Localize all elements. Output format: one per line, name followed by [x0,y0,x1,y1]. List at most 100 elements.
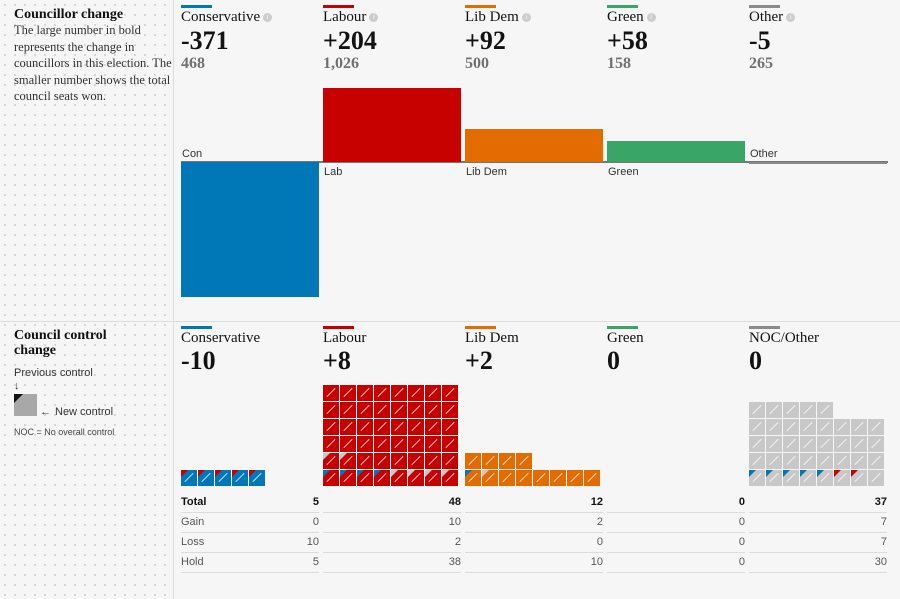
council-cell[interactable] [851,419,867,435]
council-cell[interactable] [408,419,424,435]
council-cell[interactable] [465,470,481,486]
council-cell[interactable] [340,419,356,435]
council-cell[interactable] [817,470,833,486]
council-cell[interactable] [198,470,214,486]
council-cell[interactable] [533,470,549,486]
council-cell[interactable] [357,385,373,401]
council-cell[interactable] [868,470,884,486]
council-cell[interactable] [374,385,390,401]
council-cell[interactable] [851,453,867,469]
council-cell[interactable] [749,419,765,435]
info-icon[interactable]: i [263,13,273,23]
council-cell[interactable] [766,419,782,435]
council-cell[interactable] [800,436,816,452]
council-cell[interactable] [800,402,816,418]
council-cell[interactable] [357,453,373,469]
council-cell[interactable] [374,419,390,435]
council-cell[interactable] [357,419,373,435]
council-cell[interactable] [465,453,481,469]
council-cell[interactable] [783,436,799,452]
council-cell[interactable] [766,402,782,418]
council-cell[interactable] [550,470,566,486]
council-cell[interactable] [442,385,458,401]
council-cell[interactable] [851,470,867,486]
council-cell[interactable] [391,385,407,401]
council-cell[interactable] [323,385,339,401]
council-cell[interactable] [749,453,765,469]
council-cell[interactable] [215,470,231,486]
council-cell[interactable] [425,419,441,435]
council-cell[interactable] [340,453,356,469]
council-cell[interactable] [482,470,498,486]
council-cell[interactable] [408,470,424,486]
council-cell[interactable] [442,453,458,469]
council-cell[interactable] [442,470,458,486]
council-cell[interactable] [408,385,424,401]
council-cell[interactable] [584,470,600,486]
council-cell[interactable] [482,453,498,469]
council-cell[interactable] [783,470,799,486]
council-cell[interactable] [516,453,532,469]
council-cell[interactable] [340,436,356,452]
council-cell[interactable] [323,453,339,469]
council-cell[interactable] [374,436,390,452]
council-cell[interactable] [425,470,441,486]
council-cell[interactable] [232,470,248,486]
info-icon[interactable]: i [646,13,656,23]
council-cell[interactable] [340,470,356,486]
council-cell[interactable] [766,436,782,452]
council-cell[interactable] [425,453,441,469]
council-cell[interactable] [499,453,515,469]
council-cell[interactable] [425,402,441,418]
council-cell[interactable] [323,436,339,452]
council-cell[interactable] [817,436,833,452]
council-cell[interactable] [374,402,390,418]
council-cell[interactable] [800,470,816,486]
council-cell[interactable] [408,436,424,452]
council-cell[interactable] [800,453,816,469]
council-cell[interactable] [834,470,850,486]
council-cell[interactable] [408,453,424,469]
council-cell[interactable] [249,470,265,486]
council-cell[interactable] [323,470,339,486]
council-cell[interactable] [817,453,833,469]
council-cell[interactable] [391,419,407,435]
council-cell[interactable] [442,436,458,452]
council-cell[interactable] [834,436,850,452]
council-cell[interactable] [323,402,339,418]
council-cell[interactable] [391,470,407,486]
council-cell[interactable] [834,419,850,435]
council-cell[interactable] [800,419,816,435]
council-cell[interactable] [749,402,765,418]
council-cell[interactable] [340,385,356,401]
council-cell[interactable] [391,402,407,418]
council-cell[interactable] [357,436,373,452]
council-cell[interactable] [425,436,441,452]
council-cell[interactable] [340,402,356,418]
council-cell[interactable] [567,470,583,486]
info-icon[interactable]: i [786,13,796,23]
council-cell[interactable] [516,470,532,486]
council-cell[interactable] [499,470,515,486]
info-icon[interactable]: i [369,13,379,23]
council-cell[interactable] [374,470,390,486]
council-cell[interactable] [357,402,373,418]
council-cell[interactable] [783,419,799,435]
council-cell[interactable] [749,436,765,452]
council-cell[interactable] [766,453,782,469]
council-cell[interactable] [442,402,458,418]
council-cell[interactable] [391,453,407,469]
council-cell[interactable] [868,436,884,452]
council-cell[interactable] [374,453,390,469]
council-cell[interactable] [834,453,850,469]
council-cell[interactable] [391,436,407,452]
council-cell[interactable] [425,385,441,401]
council-cell[interactable] [181,470,197,486]
council-cell[interactable] [323,419,339,435]
council-cell[interactable] [408,402,424,418]
council-cell[interactable] [357,470,373,486]
council-cell[interactable] [783,402,799,418]
council-cell[interactable] [442,419,458,435]
council-cell[interactable] [783,453,799,469]
info-icon[interactable]: i [521,13,531,23]
